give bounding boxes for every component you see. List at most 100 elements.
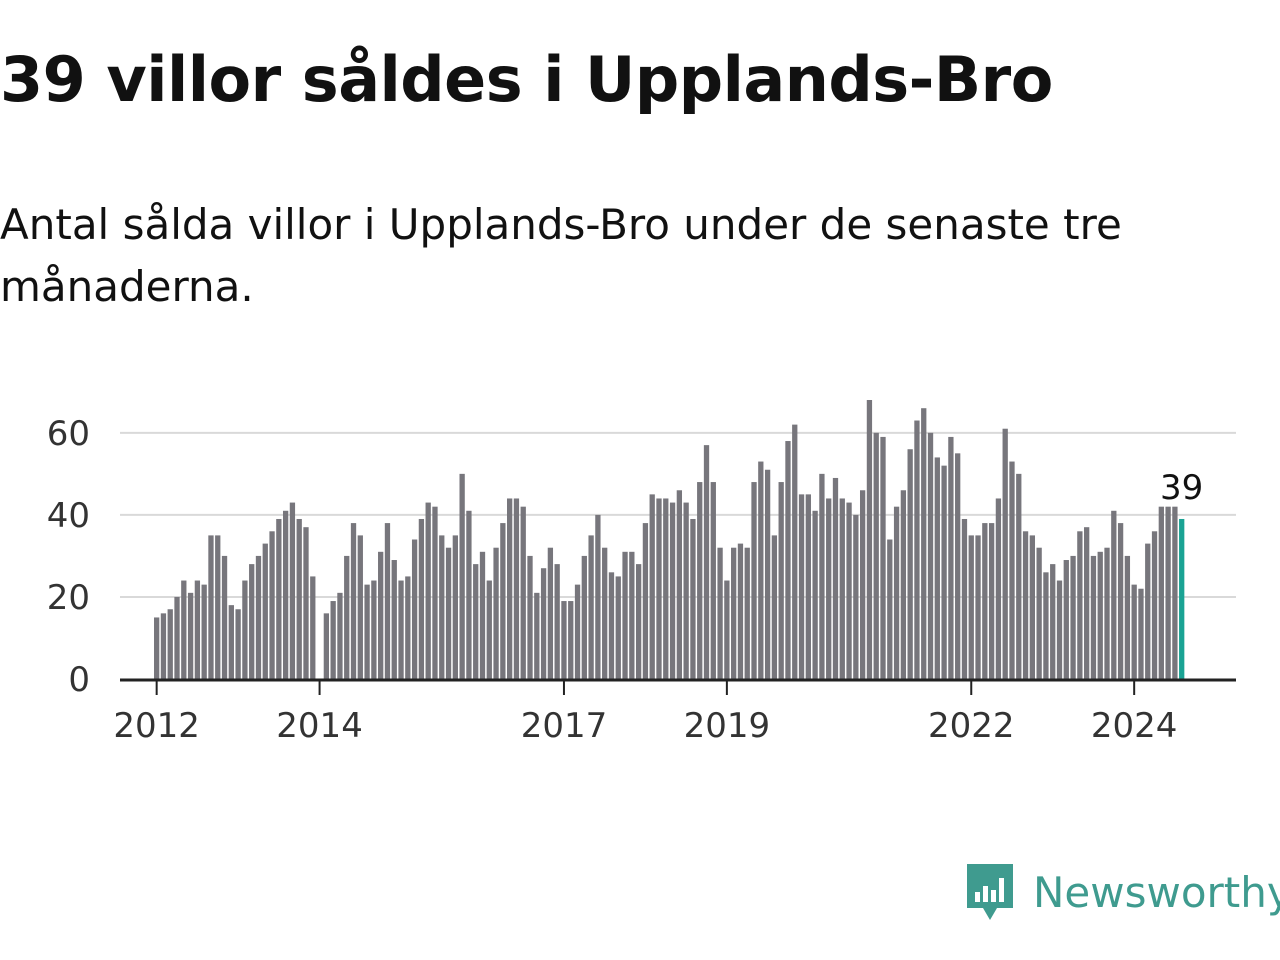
bar: [1172, 506, 1178, 679]
bar: [629, 551, 635, 679]
bar: [208, 535, 214, 679]
bar: [873, 432, 879, 679]
bar: [1002, 428, 1008, 679]
bar: [391, 560, 397, 679]
bar: [507, 498, 513, 679]
bar: [832, 477, 839, 679]
bar: [642, 523, 649, 679]
bar: [880, 436, 886, 679]
bar: [914, 420, 920, 679]
bar: [853, 514, 859, 679]
bar: [554, 564, 560, 679]
bar-highlight: [1179, 518, 1185, 679]
bar: [323, 613, 330, 679]
brand-logo: Newsworthy: [965, 862, 1280, 924]
bar: [1090, 555, 1097, 679]
bar: [364, 584, 370, 679]
bar: [445, 547, 452, 679]
bar: [527, 555, 533, 679]
bar: [663, 498, 669, 679]
bar: [398, 580, 404, 679]
bar: [1016, 473, 1022, 679]
bar: [758, 461, 764, 679]
bar: [568, 601, 574, 679]
bar: [955, 453, 961, 679]
x-tick-label: 2024: [1091, 706, 1178, 746]
bar: [493, 547, 499, 679]
bar: [771, 535, 778, 679]
bar: [921, 408, 927, 679]
bar: [1145, 543, 1151, 679]
bar: [1036, 547, 1042, 679]
bar: [330, 601, 336, 679]
y-axis-ticks: 0 20 40 60: [47, 414, 90, 700]
bar: [1138, 588, 1144, 679]
bar: [357, 535, 363, 679]
bar: [255, 555, 262, 679]
bar: [384, 523, 391, 679]
bar: [1009, 461, 1015, 679]
page-subtitle: Antal sålda villor i Upplands-Bro under …: [0, 200, 1122, 311]
bar: [866, 400, 873, 679]
bar: [669, 502, 676, 679]
bar: [622, 551, 628, 679]
bar: [520, 506, 526, 679]
bar: [887, 539, 893, 679]
bar: [785, 441, 791, 679]
x-tick-label: 2017: [521, 706, 608, 746]
bar: [683, 502, 689, 679]
bar: [710, 482, 716, 679]
bar: [1077, 531, 1083, 679]
bar: [181, 580, 187, 679]
bar: [1104, 547, 1110, 679]
bar: [982, 523, 988, 679]
bar: [615, 576, 621, 679]
bar: [1111, 510, 1117, 679]
bar: [439, 535, 445, 679]
bar: [167, 609, 173, 679]
bar: [907, 449, 913, 679]
bar: [900, 490, 907, 679]
bar: [1029, 535, 1035, 679]
bar: [174, 596, 180, 679]
bar: [826, 498, 832, 679]
bar: [194, 580, 201, 679]
bar: [812, 510, 818, 679]
bar: [975, 535, 981, 679]
bar: [262, 543, 268, 679]
bar: [581, 555, 587, 679]
bar: [154, 617, 160, 679]
bar: [1165, 506, 1171, 679]
bar: [242, 580, 248, 679]
bar: [1124, 555, 1131, 679]
bar: [792, 424, 798, 679]
bars: [154, 400, 1185, 679]
bar: [1050, 564, 1056, 679]
bar: [941, 465, 947, 679]
x-tick-label: 2012: [113, 706, 200, 746]
bar: [798, 494, 805, 679]
bar: [608, 572, 615, 679]
bar: [948, 436, 954, 679]
bar: [378, 551, 384, 679]
x-tick-label: 2014: [276, 706, 363, 746]
page-title: 39 villor såldes i Upplands-Bro: [0, 43, 1053, 116]
bar: [805, 494, 811, 679]
bar: [479, 551, 486, 679]
bar: [1151, 531, 1158, 679]
bar: [473, 564, 479, 679]
bar: [547, 547, 554, 679]
bar: [405, 576, 411, 679]
bar: [1158, 506, 1164, 679]
bar: [764, 469, 771, 679]
bar: [927, 432, 934, 679]
bar: [819, 473, 825, 679]
bar: [1056, 580, 1063, 679]
bar: [187, 592, 194, 679]
bar: [418, 518, 425, 679]
bar: [893, 506, 900, 679]
bar: [350, 523, 357, 679]
bar: [561, 601, 567, 679]
y-tick-label: 60: [47, 414, 90, 454]
bar: [737, 543, 744, 679]
